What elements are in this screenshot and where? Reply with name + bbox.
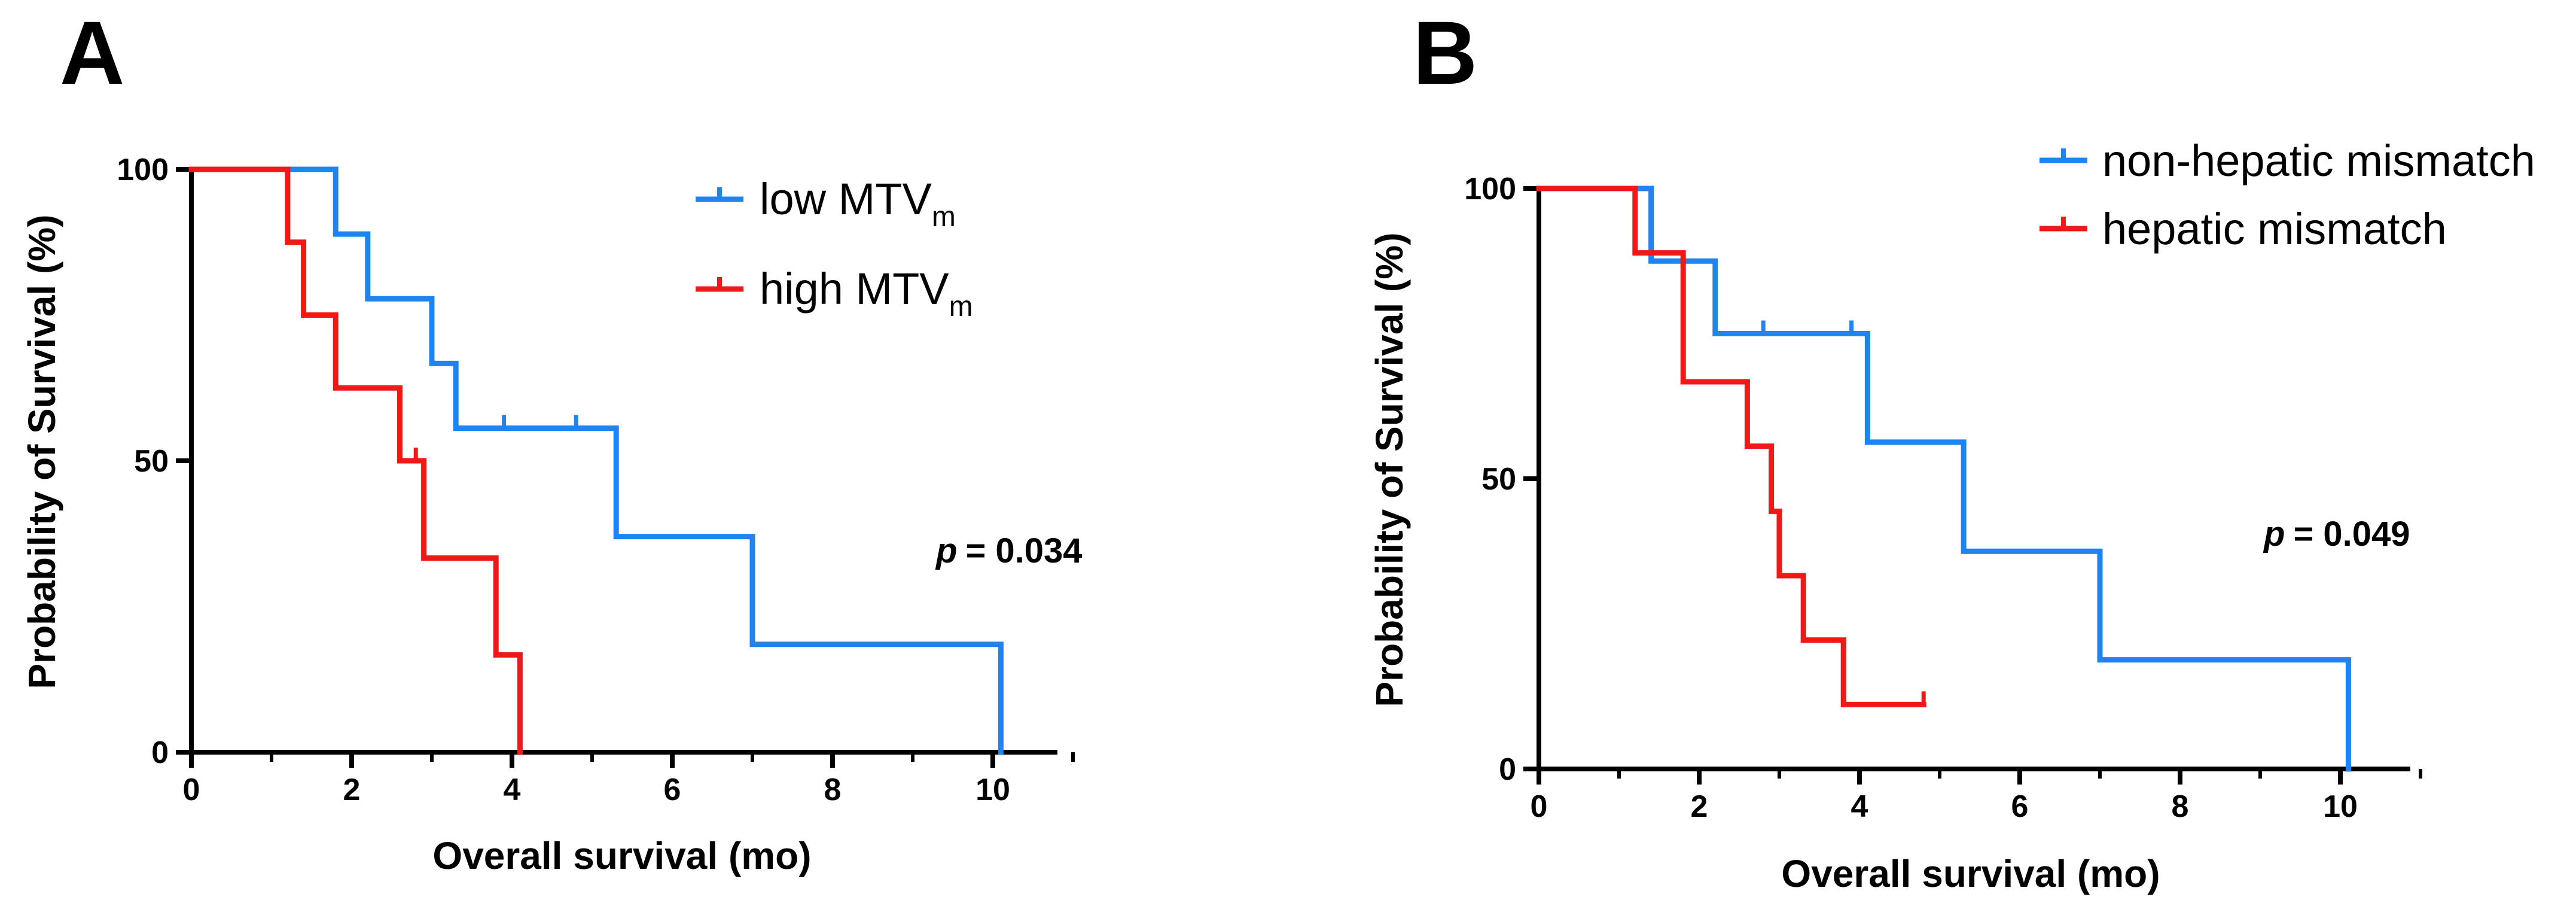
- panel-b-x-tick-label-2: 2: [1691, 789, 1708, 824]
- legend-label-high-mtv: high MTVm: [760, 264, 973, 323]
- panel-b-legend: non-hepatic mismatch hepatic mismatch: [2040, 136, 2535, 254]
- panel-a-y-axis-title: Probability of Survival (%): [20, 214, 63, 689]
- panel-a: A 0 50 100 0 2 4 6 8 10 Probability of Survival …: [20, 2, 1083, 877]
- panel-a-x-tick-label-2: 2: [343, 773, 361, 807]
- panel-a-y-tick-label-0: 0: [151, 735, 169, 770]
- panel-a-x-tick-label-0: 0: [183, 773, 200, 807]
- panel-a-p-value: p = 0.034: [935, 531, 1083, 570]
- panel-b-legend-item-non-hepatic: non-hepatic mismatch: [2040, 136, 2535, 186]
- panel-a-label: A: [60, 2, 124, 103]
- panel-a-legend: low MTVm high MTVm: [696, 174, 973, 323]
- panel-a-x-tick-label-6: 6: [664, 773, 681, 807]
- panel-b-x-tick-label-8: 8: [2172, 789, 2189, 824]
- panel-a-legend-item-low: low MTVm: [696, 174, 956, 233]
- panel-b-x-tick-label-6: 6: [2011, 789, 2029, 824]
- panel-b-y-tick-label-100: 100: [1464, 172, 1516, 206]
- legend-label-low-mtv: low MTVm: [760, 174, 956, 233]
- panel-a-x-axis-title: Overall survival (mo): [432, 834, 811, 877]
- panel-a-x-tick-label-10: 10: [975, 773, 1010, 807]
- panel-b-y-tick-label-50: 50: [1481, 462, 1516, 497]
- panel-b-y-axis-title: Probability of Survival (%): [1368, 232, 1411, 707]
- panel-b-x-axis-title: Overall survival (mo): [1781, 852, 2160, 895]
- legend-label-non-hepatic-mismatch: non-hepatic mismatch: [2102, 136, 2535, 186]
- panel-b-y-tick-label-0: 0: [1499, 752, 1516, 787]
- panel-b-x-tick-label-4: 4: [1851, 789, 1868, 824]
- panel-b-p-value: p = 0.049: [2263, 515, 2410, 554]
- panel-a-km-curve-low-mtv: [188, 166, 1004, 755]
- panel-b-legend-item-hepatic: hepatic mismatch: [2040, 204, 2447, 254]
- legend-label-hepatic-mismatch: hepatic mismatch: [2102, 204, 2447, 254]
- panel-b-x-tick-label-10: 10: [2323, 789, 2358, 824]
- panel-b-plot-area: 0 50 100 0 2 4 6 8 10: [1464, 172, 2422, 824]
- panel-b-km-curve-hepatic-mismatch: [1536, 186, 1926, 707]
- panel-a-km-curve-high-mtv: [188, 166, 523, 755]
- panel-b-label: B: [1413, 2, 1477, 103]
- panel-a-x-tick-label-8: 8: [824, 773, 842, 807]
- panel-a-x-tick-label-4: 4: [504, 773, 521, 807]
- panel-b-x-tick-label-0: 0: [1531, 789, 1548, 824]
- panel-b-km-curve-non-hepatic-mismatch: [1536, 186, 2351, 772]
- panel-b: B 0 50 100 0 2 4 6 8 10 Probability of Survival …: [1368, 2, 2535, 895]
- panel-a-plot-area: 0 50 100 0 2 4 6 8 10: [117, 153, 1075, 807]
- panel-a-legend-item-high: high MTVm: [696, 264, 973, 323]
- panel-a-y-tick-label-100: 100: [117, 153, 169, 187]
- panel-a-y-tick-label-50: 50: [134, 444, 169, 479]
